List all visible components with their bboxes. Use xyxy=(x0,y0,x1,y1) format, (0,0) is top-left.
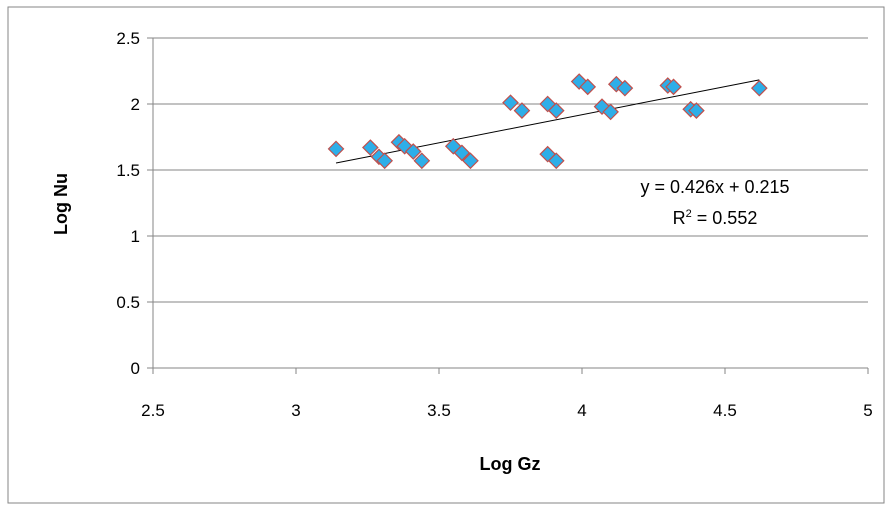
data-point xyxy=(362,139,379,156)
equation-label: y = 0.426x + 0.215 xyxy=(640,177,789,197)
r-squared-label: R2 = 0.552 xyxy=(673,208,758,228)
data-point xyxy=(404,143,422,160)
y-axis-title: Log Nu xyxy=(51,173,71,235)
x-tick-label: 5 xyxy=(863,401,872,420)
data-point xyxy=(376,152,394,170)
data-point xyxy=(453,144,471,162)
data-point xyxy=(688,102,705,119)
y-tick-label: 2.5 xyxy=(116,29,140,48)
data-point xyxy=(602,103,619,121)
data-point xyxy=(462,152,479,170)
data-point xyxy=(665,78,682,96)
x-axis-title: Log Gz xyxy=(480,454,541,474)
chart-border xyxy=(7,6,885,504)
y-tick-label: 0 xyxy=(131,359,140,378)
data-point xyxy=(547,102,565,119)
r-squared-superscript: 2 xyxy=(686,208,692,220)
data-point xyxy=(750,79,768,97)
x-tick-label: 3 xyxy=(291,401,300,420)
y-tick-label: 0.5 xyxy=(116,293,140,312)
y-tick-label: 1 xyxy=(131,227,140,246)
data-point xyxy=(327,140,345,158)
x-tick-label: 2.5 xyxy=(141,401,165,420)
data-point xyxy=(616,79,634,97)
data-point xyxy=(513,102,531,119)
axis-layer: 0 0.5 1 1.5 2 2.5 2.5 3 3.5 4 4.5 5 xyxy=(116,29,872,420)
label-layer: y = 0.426x + 0.215 R2 = 0.552 Log Gz Log… xyxy=(51,173,790,474)
data-point xyxy=(547,152,565,170)
data-point xyxy=(579,78,597,96)
data-point xyxy=(502,94,519,112)
point-layer xyxy=(327,73,768,170)
y-tick-label: 1.5 xyxy=(116,161,140,180)
data-point xyxy=(413,152,431,170)
y-tick-label: 2 xyxy=(131,95,140,114)
x-tick-label: 3.5 xyxy=(427,401,451,420)
x-tick-label: 4.5 xyxy=(713,401,737,420)
x-tick-label: 4 xyxy=(577,401,586,420)
